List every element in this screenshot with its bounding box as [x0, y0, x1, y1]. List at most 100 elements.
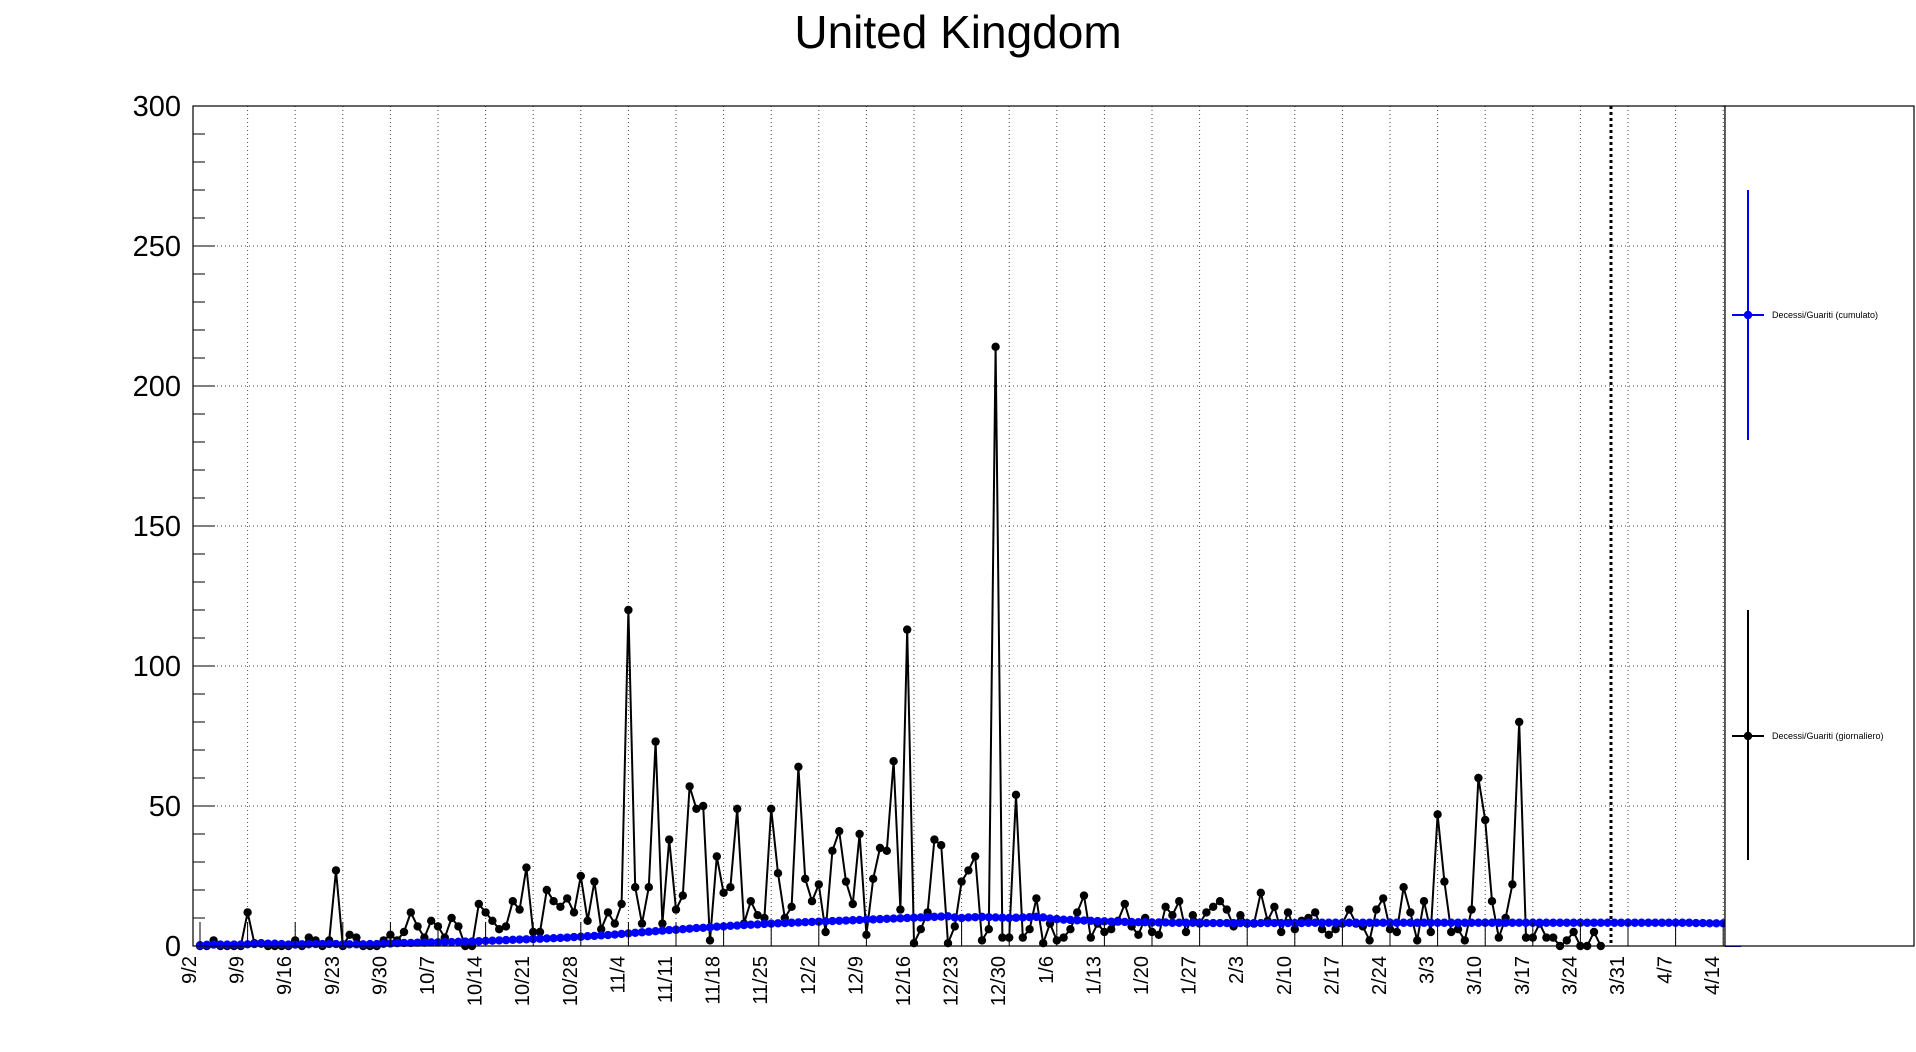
daily-point: [930, 835, 939, 844]
cumulative-point: [1467, 918, 1476, 927]
x-tick-label: 12/30: [988, 956, 1010, 1006]
daily-point: [1039, 939, 1048, 948]
daily-point: [1494, 933, 1504, 942]
cumulative-point: [828, 916, 837, 926]
cumulative-point: [651, 926, 660, 936]
daily-point: [1215, 897, 1225, 906]
daily-point: [1011, 790, 1021, 799]
cumulative-point: [1399, 918, 1408, 927]
daily-point: [1562, 936, 1572, 945]
cumulative-point: [603, 930, 613, 940]
chart-title: United Kingdom: [794, 6, 1121, 58]
daily-point: [1508, 880, 1517, 889]
legend-label: Decessi/Guariti (cumulato): [1772, 310, 1878, 320]
cumulative-point: [522, 935, 531, 944]
cumulative-point: [495, 936, 504, 945]
cumulative-point: [563, 933, 572, 942]
daily-point: [971, 852, 980, 861]
daily-point: [692, 804, 701, 813]
daily-point: [454, 922, 463, 931]
y-tick-label: 0: [165, 931, 181, 963]
cumulative-point: [1535, 918, 1544, 927]
cumulative-point: [1175, 918, 1184, 927]
daily-point: [1270, 902, 1279, 911]
daily-point: [937, 841, 946, 850]
cumulative-point: [1059, 915, 1068, 924]
y-tick-label: 200: [133, 371, 181, 403]
daily-point: [1161, 902, 1170, 911]
x-tick-label: 9/2: [179, 956, 201, 984]
daily-point: [1317, 925, 1327, 934]
daily-point: [991, 342, 1000, 351]
cumulative-point: [1508, 918, 1517, 927]
x-tick-label: 1/27: [1179, 956, 1201, 995]
x-tick-label: 11/18: [703, 956, 725, 1005]
y-tick-label: 150: [133, 511, 181, 543]
daily-point: [1066, 925, 1075, 934]
daily-point: [345, 930, 354, 939]
cumulative-point: [284, 940, 293, 949]
cumulative-point: [1127, 917, 1136, 927]
cumulative-point: [637, 928, 647, 937]
daily-point: [1283, 908, 1293, 917]
daily-point: [481, 908, 490, 917]
cumulative-point: [787, 918, 796, 927]
cumulative-point: [801, 918, 810, 927]
x-tick-label: 11/11: [655, 956, 677, 1003]
cumulative-point: [1270, 918, 1279, 928]
cumulative-point: [1501, 918, 1510, 927]
x-tick-label: 9/9: [227, 956, 249, 984]
daily-point: [603, 908, 613, 917]
daily-point: [1222, 905, 1232, 914]
daily-point: [1372, 905, 1381, 914]
cumulative-point: [393, 939, 402, 948]
cumulative-point: [406, 938, 415, 948]
cumulative-point: [1113, 917, 1123, 926]
daily-point: [882, 846, 891, 855]
cumulative-point: [556, 933, 565, 943]
cumulative-point: [1311, 918, 1320, 927]
daily-point: [590, 877, 599, 886]
daily-point: [1569, 927, 1578, 937]
daily-point: [1419, 897, 1429, 906]
cumulative-point: [1712, 919, 1721, 928]
daily-point: [1331, 925, 1340, 934]
daily-point: [875, 843, 885, 853]
daily-point: [1154, 930, 1164, 939]
cumulative-point: [1229, 918, 1238, 928]
cumulative-point: [1277, 918, 1286, 928]
cumulative-point: [209, 940, 218, 949]
daily-point: [637, 919, 647, 928]
legend: Decessi/Guariti (cumulato) Decessi/Guarit…: [1724, 105, 1915, 947]
x-tick-label: 3/3: [1417, 956, 1439, 984]
daily-point: [1120, 899, 1130, 909]
y-tick-label: 100: [133, 651, 181, 683]
daily-point: [1181, 927, 1191, 937]
daily-point: [1209, 902, 1218, 911]
cumulative-point: [855, 915, 864, 925]
cumulative-point: [746, 920, 755, 929]
daily-point: [1413, 936, 1422, 945]
x-tick-label: 10/21: [512, 956, 534, 1006]
cumulative-point: [1494, 918, 1504, 927]
cumulative-point: [1521, 918, 1531, 927]
cumulative-point: [413, 938, 422, 947]
x-tick-label: 12/16: [893, 956, 915, 1006]
cumulative-point: [1168, 918, 1177, 927]
cumulative-point: [780, 918, 789, 928]
cumulative-point: [1515, 918, 1524, 927]
cumulative-point: [1317, 918, 1327, 927]
daily-point: [665, 835, 674, 844]
cumulative-point: [454, 937, 463, 946]
daily-point: [1453, 925, 1463, 934]
daily-point: [597, 925, 606, 934]
cumulative-point: [841, 916, 851, 925]
grid: [193, 106, 1725, 946]
x-tick-label: 3/24: [1559, 956, 1581, 995]
cumulative-point: [488, 936, 497, 945]
daily-point: [950, 922, 959, 931]
daily-point: [1175, 897, 1184, 906]
cumulative-point: [1351, 918, 1361, 927]
cumulative-point: [1011, 913, 1021, 922]
daily-point: [1433, 810, 1442, 819]
